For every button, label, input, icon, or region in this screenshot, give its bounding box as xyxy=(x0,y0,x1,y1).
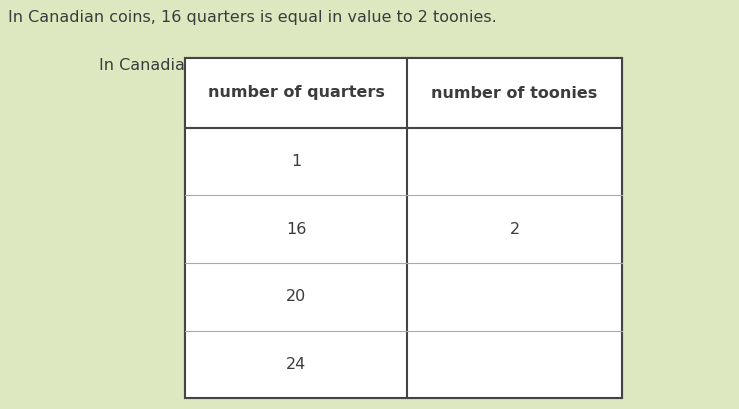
Text: 20: 20 xyxy=(286,289,306,304)
Text: number of quarters: number of quarters xyxy=(208,85,384,101)
Text: 2: 2 xyxy=(509,222,520,237)
Text: In Canadian coins, 16 quarters is equal in value to 2 toonies.: In Canadian coins, 16 quarters is equal … xyxy=(8,10,497,25)
Text: 24: 24 xyxy=(286,357,306,372)
Text: 1: 1 xyxy=(291,154,301,169)
FancyBboxPatch shape xyxy=(185,58,622,398)
Text: In Canadian coins, 16 quarters is equal in value to 2 toonies.: In Canadian coins, 16 quarters is equal … xyxy=(98,58,588,73)
Text: number of toonies: number of toonies xyxy=(432,85,598,101)
Text: 16: 16 xyxy=(286,222,306,237)
